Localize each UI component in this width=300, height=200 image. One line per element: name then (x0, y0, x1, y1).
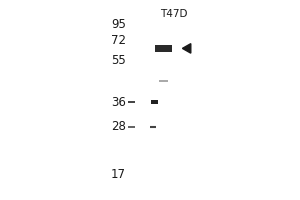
Text: 55: 55 (111, 53, 126, 66)
Bar (151, 100, 158, 104)
Text: 72: 72 (111, 33, 126, 46)
Text: 17: 17 (111, 168, 126, 180)
Bar (159, 80, 168, 82)
Text: 28: 28 (111, 120, 126, 134)
Text: T47D: T47D (160, 9, 188, 19)
Bar (155, 45, 172, 52)
Polygon shape (182, 44, 191, 53)
Text: 95: 95 (111, 19, 126, 31)
Text: 36: 36 (111, 96, 126, 108)
